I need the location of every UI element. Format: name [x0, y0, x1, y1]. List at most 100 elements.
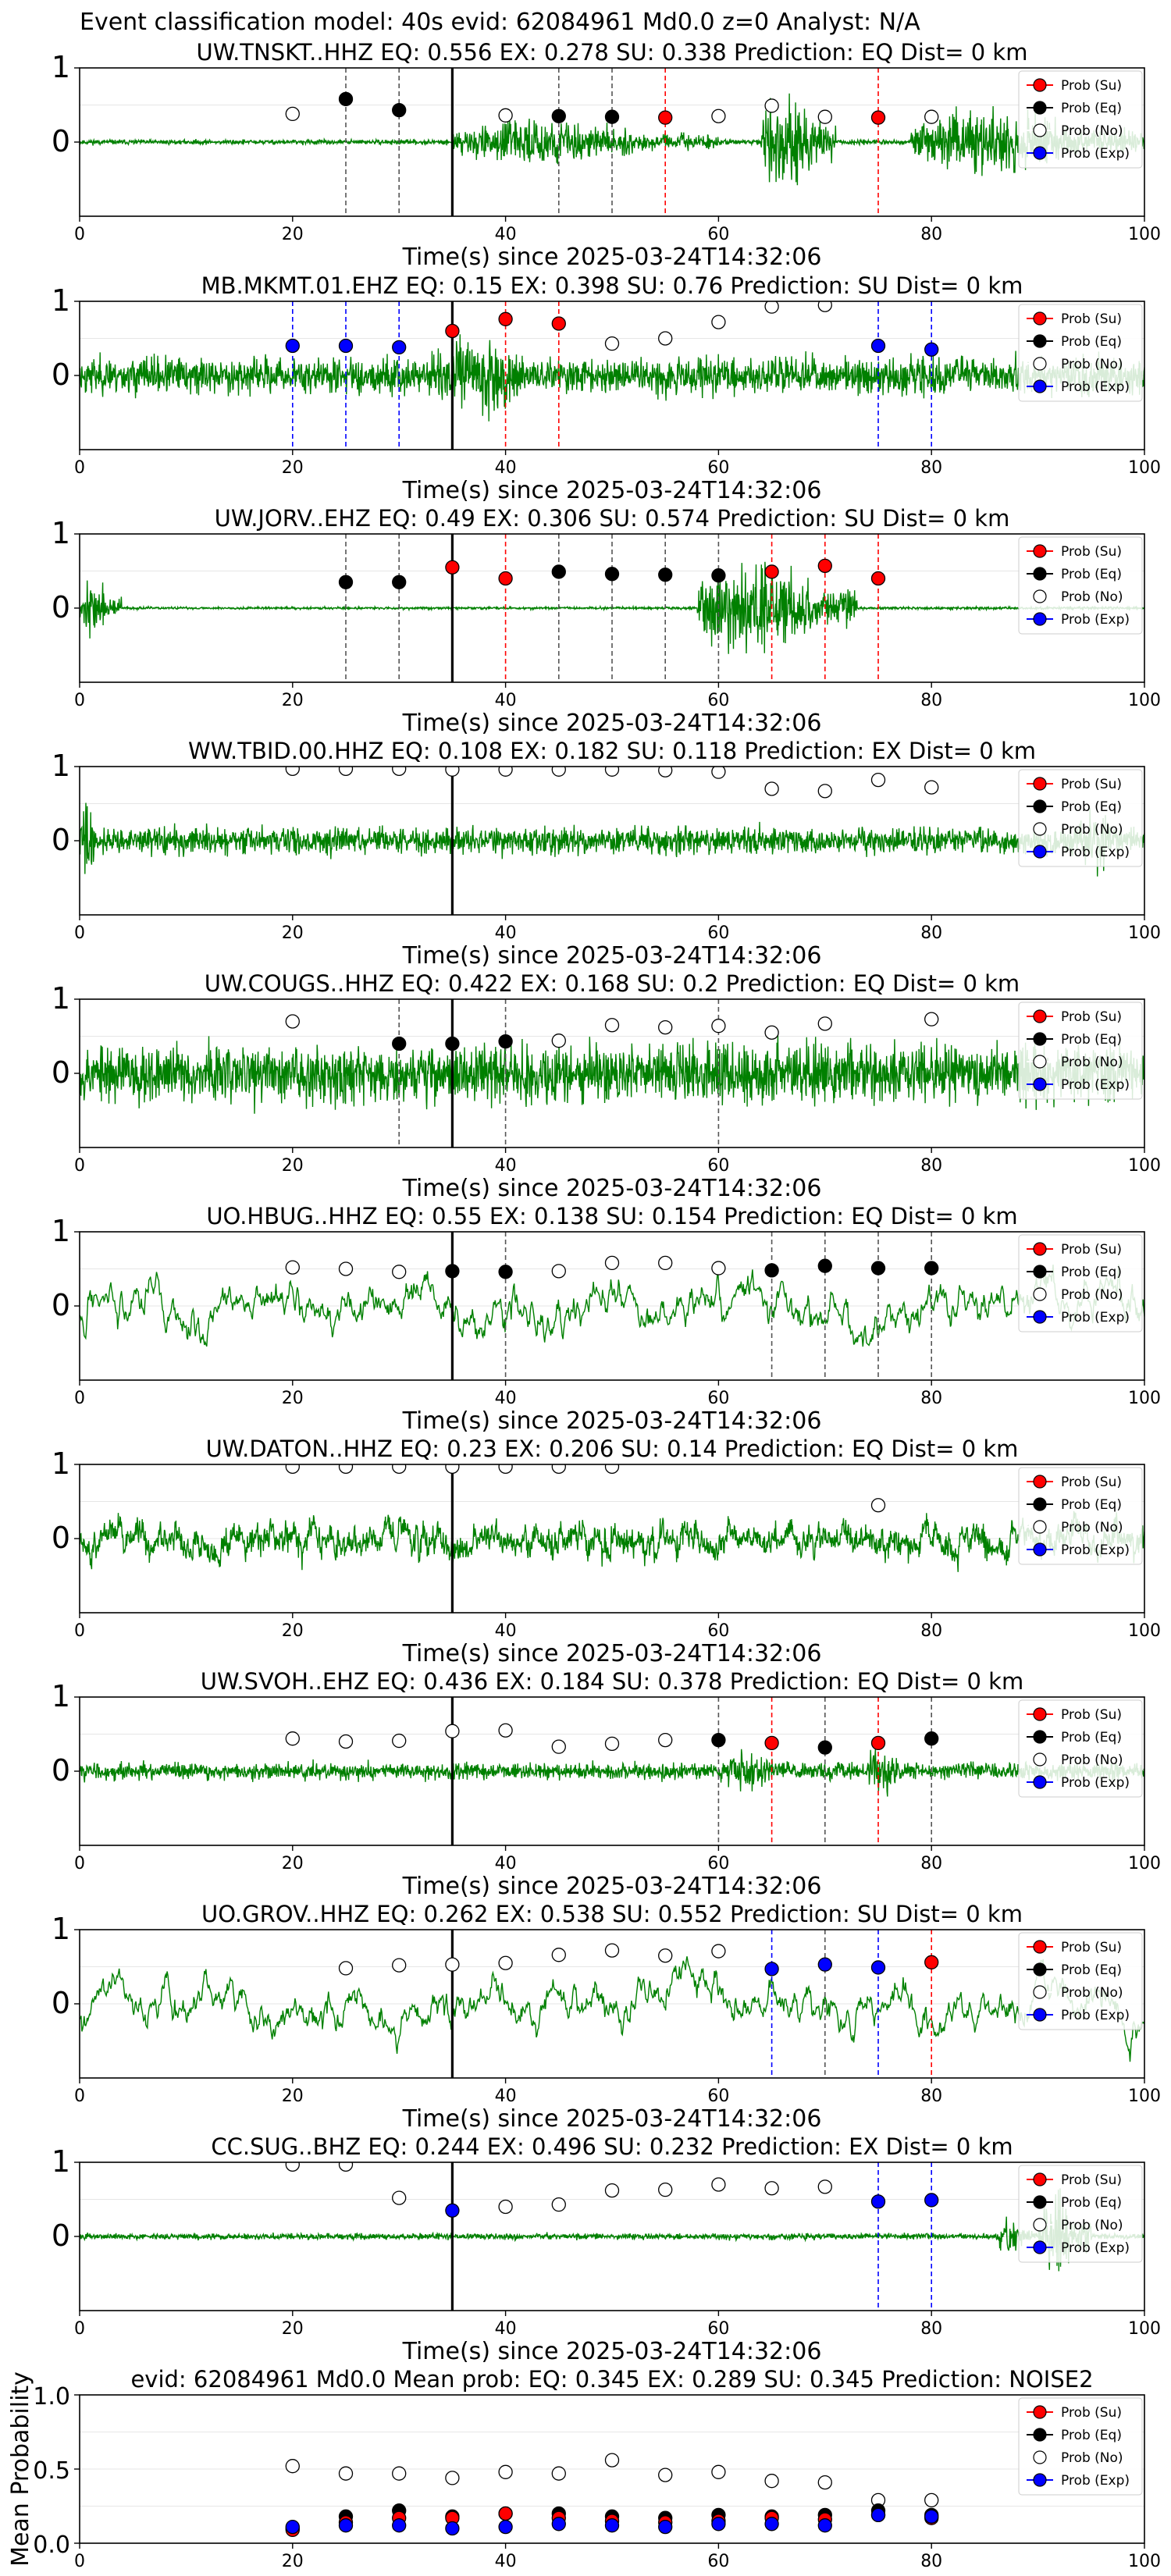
x-axis-label: Time(s) since 2025-03-24T14:32:06: [402, 2105, 822, 2133]
y-tick-label: 1: [52, 516, 70, 550]
legend: Prob (Su) Prob (Eq) Prob (No) Prob (Exp): [1018, 1699, 1143, 1798]
legend-label: Prob (Eq): [1061, 1265, 1122, 1280]
x-tick-label: 80: [920, 2087, 942, 2106]
point-eq: [658, 568, 673, 582]
point-no: [604, 1255, 620, 1271]
x-tick-label: 80: [920, 1389, 942, 1408]
legend-box: [1018, 1002, 1143, 1100]
point-exp: [870, 2507, 886, 2523]
y-tick-label: 1: [52, 749, 70, 783]
point-exp: [392, 340, 407, 355]
legend: Prob (Su) Prob (Eq) Prob (No) Prob (Exp): [1018, 2397, 1143, 2496]
legend-marker-eq: [1033, 1497, 1047, 1511]
x-tick-label: 80: [920, 2319, 942, 2339]
point-exp: [338, 2518, 354, 2533]
x-tick-label: 100: [1128, 2087, 1161, 2106]
legend-box: [1018, 70, 1143, 169]
x-tick-label: 100: [1128, 1621, 1161, 1641]
point-no: [551, 1034, 566, 1048]
legend-box: [1018, 536, 1143, 635]
y-tick-label: 0: [52, 124, 70, 158]
legend-box: [1018, 1699, 1143, 1798]
plot-area: [285, 2453, 939, 2538]
point-no: [924, 109, 939, 124]
legend-box: [1018, 769, 1143, 867]
y-tick-label: 0: [52, 2218, 70, 2253]
legend-label: Prob (Exp): [1061, 1775, 1130, 1791]
point-eq: [445, 1036, 460, 1051]
panel-title: WW.TBID.00.HHZ EQ: 0.108 EX: 0.182 SU: 0…: [188, 738, 1036, 764]
x-tick-label: 40: [495, 1156, 517, 1176]
chart-panel-6: UO.HBUG..HHZ EQ: 0.55 EX: 0.138 SU: 0.15…: [52, 1203, 1161, 1435]
point-no: [604, 1018, 620, 1033]
chart-panel-11: evid: 62084961 Md0.0 Mean prob: EQ: 0.34…: [7, 2366, 1161, 2571]
x-tick-label: 60: [707, 458, 729, 478]
x-tick-label: 80: [920, 691, 942, 710]
point-no: [551, 2466, 566, 2481]
point-no: [551, 2197, 566, 2212]
legend-label: Prob (No): [1061, 1520, 1123, 1535]
waveform-trace: [80, 334, 1144, 422]
x-tick-label: 60: [707, 2087, 729, 2106]
legend-marker-eq: [1033, 334, 1047, 348]
y-tick-label: 0: [52, 358, 70, 392]
legend-label: Prob (No): [1061, 1055, 1123, 1070]
x-tick-label: 0: [74, 2087, 85, 2106]
chart-panel-8: UW.SVOH..EHZ EQ: 0.436 EX: 0.184 SU: 0.3…: [52, 1668, 1161, 1900]
point-su: [870, 1735, 886, 1751]
legend-label: Prob (Eq): [1061, 1962, 1122, 1978]
legend-label: Prob (Exp): [1061, 1542, 1130, 1558]
legend-marker-no: [1033, 1520, 1047, 1534]
panel-title: UW.TNSKT..HHZ EQ: 0.556 EX: 0.278 SU: 0.…: [197, 39, 1028, 66]
x-tick-label: 0: [74, 2319, 85, 2339]
legend-marker-su: [1033, 544, 1047, 558]
point-no: [498, 2199, 513, 2215]
legend-box: [1018, 1234, 1143, 1332]
point-eq: [498, 1034, 513, 1049]
x-axis-label: Time(s) since 2025-03-24T14:32:06: [402, 1873, 822, 1900]
point-no: [764, 1025, 779, 1040]
panel-title: UO.HBUG..HHZ EQ: 0.55 EX: 0.138 SU: 0.15…: [206, 1203, 1017, 1229]
legend-marker-exp: [1033, 1077, 1047, 1091]
plot-area: [80, 534, 1144, 682]
legend-marker-eq: [1033, 1962, 1047, 1976]
point-eq: [711, 568, 726, 583]
chart-panel-5: UW.COUGS..HHZ EQ: 0.422 EX: 0.168 SU: 0.…: [52, 970, 1161, 1202]
x-tick-label: 40: [495, 1621, 517, 1641]
x-tick-label: 60: [707, 1156, 729, 1176]
x-tick-label: 100: [1128, 2552, 1161, 2571]
plot-area: [80, 301, 1144, 450]
legend-marker-no: [1033, 1055, 1047, 1069]
point-su: [498, 571, 513, 586]
legend: Prob (Su) Prob (Eq) Prob (No) Prob (Exp): [1018, 2165, 1143, 2263]
legend-label: Prob (Exp): [1061, 1310, 1130, 1325]
legend-marker-no: [1033, 2218, 1047, 2232]
legend-box: [1018, 2397, 1143, 2496]
legend: Prob (Su) Prob (Eq) Prob (No) Prob (Exp): [1018, 1932, 1143, 2030]
x-tick-label: 40: [495, 2319, 517, 2339]
point-exp: [870, 1960, 886, 1975]
point-no: [498, 108, 513, 123]
point-no: [392, 1265, 407, 1279]
point-no: [604, 1943, 620, 1958]
point-no: [764, 98, 779, 113]
point-su: [924, 1955, 939, 1969]
legend-label: Prob (Su): [1061, 544, 1122, 560]
point-exp: [338, 338, 354, 354]
panel-title: UW.JORV..EHZ EQ: 0.49 EX: 0.306 SU: 0.57…: [215, 505, 1010, 532]
legend-marker-exp: [1033, 612, 1047, 626]
point-exp: [924, 2193, 939, 2208]
x-tick-label: 20: [282, 923, 304, 943]
point-no: [870, 1498, 886, 1513]
x-tick-label: 0: [74, 458, 85, 478]
point-no: [658, 1255, 673, 1271]
point-no: [817, 2179, 832, 2194]
legend-label: Prob (No): [1061, 1287, 1123, 1303]
x-tick-label: 100: [1128, 225, 1161, 244]
legend-marker-exp: [1033, 2008, 1047, 2022]
y-tick-label: 0: [52, 1521, 70, 1555]
legend-marker-su: [1033, 1242, 1047, 1256]
point-eq: [870, 1261, 886, 1276]
point-no: [711, 1019, 726, 1034]
point-exp: [817, 2518, 832, 2533]
